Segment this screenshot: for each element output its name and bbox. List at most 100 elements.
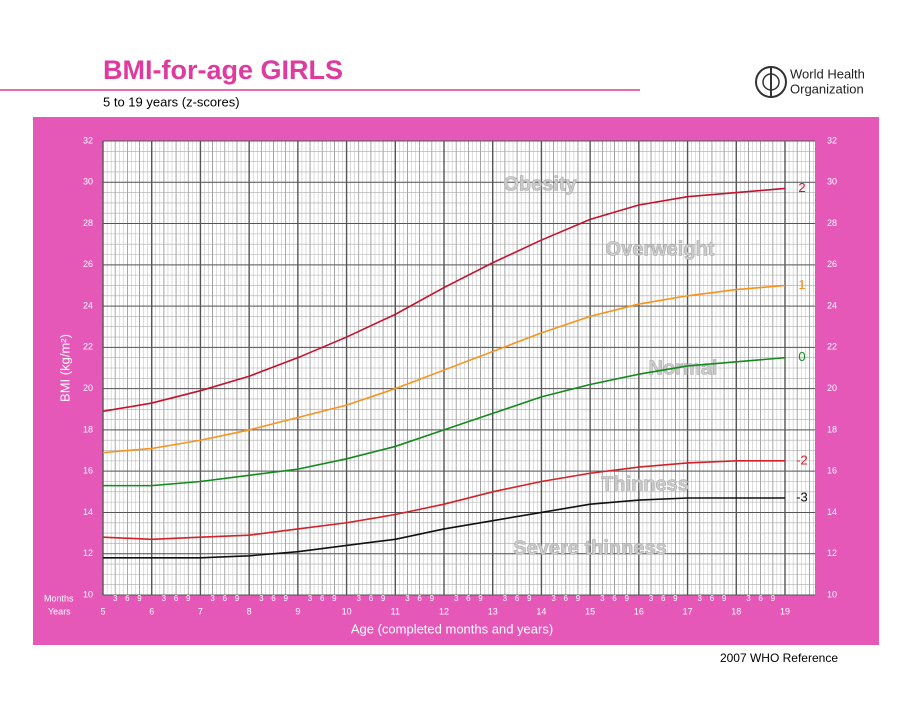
month-label: 6 [466, 594, 471, 603]
subtitle: 5 to 19 years (z-scores) [103, 94, 240, 109]
month-label: 6 [223, 594, 228, 603]
month-label: 3 [259, 594, 264, 603]
y2-tick-label: 12 [827, 548, 837, 558]
z-score-line [103, 497, 785, 559]
y-tick-label: 12 [83, 548, 93, 558]
org-name: World Health [790, 66, 865, 81]
month-label: 9 [624, 594, 629, 603]
footer: 2007 WHO Reference [720, 651, 838, 665]
month-label: 9 [430, 594, 435, 603]
month-label: 6 [125, 594, 130, 603]
series-label: -3 [796, 489, 808, 504]
x-tick-label: 6 [149, 606, 154, 616]
y2-tick-label: 32 [827, 135, 837, 145]
month-label: 6 [369, 594, 374, 603]
month-label: 6 [758, 594, 763, 603]
series-label: 2 [798, 180, 805, 195]
org-name: Organization [790, 81, 864, 96]
y2-tick-label: 18 [827, 424, 837, 434]
month-label: 3 [308, 594, 313, 603]
month-label: 9 [527, 594, 532, 603]
month-label: 3 [551, 594, 556, 603]
months-label: Months [44, 593, 74, 603]
y-tick-label: 24 [83, 300, 93, 310]
x-tick-label: 5 [100, 606, 105, 616]
y2-tick-label: 14 [827, 507, 837, 517]
who-logo [755, 66, 787, 98]
y-tick-label: 10 [83, 589, 93, 599]
month-label: 9 [332, 594, 337, 603]
month-label: 6 [661, 594, 666, 603]
month-label: 9 [673, 594, 678, 603]
month-label: 9 [722, 594, 727, 603]
month-label: 3 [649, 594, 654, 603]
y2-tick-label: 26 [827, 259, 837, 269]
x-tick-label: 17 [683, 606, 693, 616]
month-label: 6 [710, 594, 715, 603]
month-label: 9 [137, 594, 142, 603]
month-label: 3 [503, 594, 508, 603]
chart-title: BMI-for-age GIRLS [103, 55, 343, 85]
y-tick-label: 26 [83, 259, 93, 269]
zone-label: Severe thinness [513, 537, 666, 559]
y-axis-title: BMI (kg/m²) [57, 334, 72, 402]
month-label: 9 [283, 594, 288, 603]
x-tick-label: 18 [731, 606, 741, 616]
zone-label: Obesity [503, 173, 577, 195]
y2-tick-label: 22 [827, 342, 837, 352]
series-label: 0 [798, 349, 805, 364]
month-label: 3 [357, 594, 362, 603]
y-tick-label: 20 [83, 383, 93, 393]
month-label: 9 [186, 594, 191, 603]
month-label: 3 [454, 594, 459, 603]
y2-tick-label: 28 [827, 218, 837, 228]
y-tick-label: 14 [83, 507, 93, 517]
month-label: 3 [162, 594, 167, 603]
y2-tick-label: 10 [827, 589, 837, 599]
y2-tick-label: 16 [827, 466, 837, 476]
z-score-line [103, 356, 786, 487]
month-label: 6 [612, 594, 617, 603]
month-label: 3 [600, 594, 605, 603]
y-tick-label: 16 [83, 466, 93, 476]
x-tick-label: 19 [780, 606, 790, 616]
month-label: 6 [417, 594, 422, 603]
x-tick-label: 13 [488, 606, 498, 616]
series-label: 1 [798, 277, 805, 292]
month-label: 3 [698, 594, 703, 603]
x-tick-label: 15 [585, 606, 595, 616]
month-label: 9 [381, 594, 386, 603]
x-tick-label: 11 [391, 606, 400, 616]
z-score-line [102, 284, 786, 454]
x-tick-label: 8 [247, 606, 252, 616]
x-tick-label: 10 [342, 606, 352, 616]
month-label: 9 [771, 594, 776, 603]
zone-label: Thinness [601, 473, 689, 495]
z-score-line [102, 460, 785, 541]
x-tick-label: 7 [198, 606, 203, 616]
month-label: 3 [746, 594, 751, 603]
z-score-line [102, 187, 786, 413]
month-label: 9 [478, 594, 483, 603]
y-tick-label: 28 [83, 218, 93, 228]
x-tick-label: 12 [439, 606, 449, 616]
month-label: 6 [515, 594, 520, 603]
month-label: 9 [576, 594, 581, 603]
x-tick-label: 16 [634, 606, 644, 616]
y2-tick-label: 20 [827, 383, 837, 393]
month-label: 3 [210, 594, 215, 603]
month-label: 3 [113, 594, 118, 603]
y-tick-label: 18 [83, 424, 93, 434]
month-label: 6 [174, 594, 179, 603]
month-label: 9 [235, 594, 240, 603]
y-tick-label: 30 [83, 177, 93, 187]
x-tick-label: 14 [536, 606, 546, 616]
month-label: 3 [405, 594, 410, 603]
month-label: 6 [320, 594, 325, 603]
x-axis-title: Age (completed months and years) [351, 621, 553, 636]
zone-label: Overweight [606, 238, 715, 260]
month-label: 6 [564, 594, 569, 603]
month-label: 6 [271, 594, 276, 603]
y2-tick-label: 30 [827, 177, 837, 187]
